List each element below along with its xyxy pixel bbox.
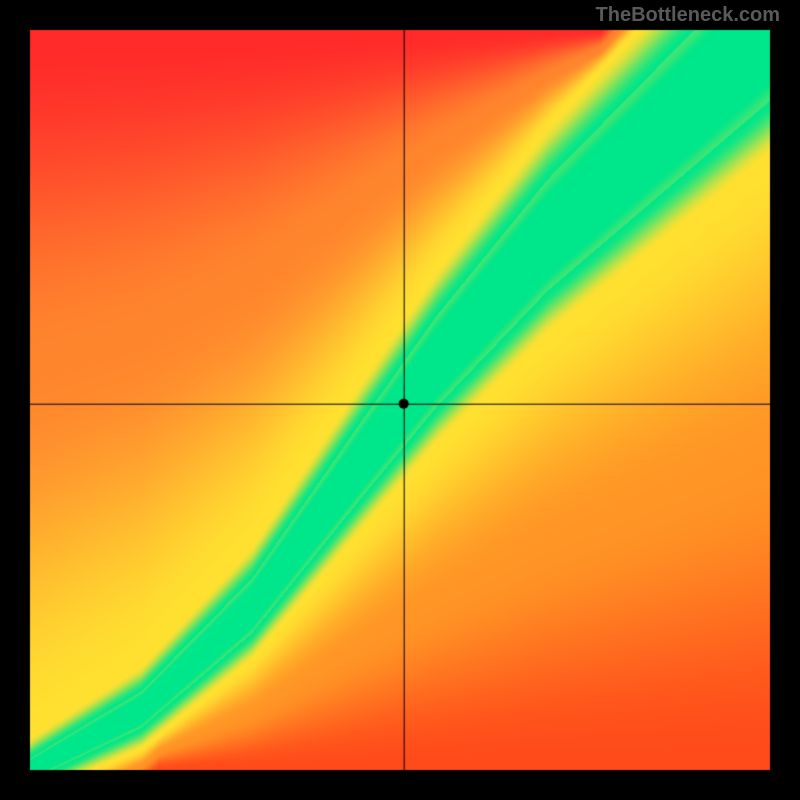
watermark-text: TheBottleneck.com: [596, 4, 780, 27]
heatmap-canvas: [0, 0, 800, 800]
chart-container: TheBottleneck.com: [0, 0, 800, 800]
